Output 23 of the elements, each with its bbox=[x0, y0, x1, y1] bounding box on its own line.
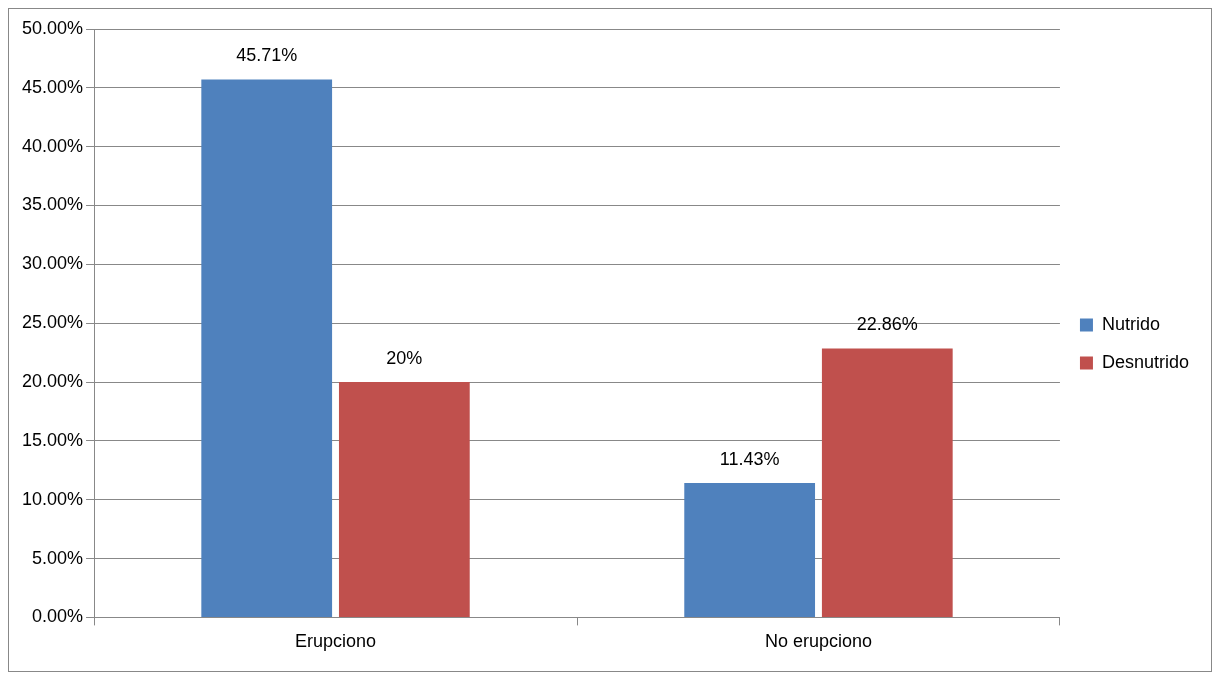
data-label: 22.86% bbox=[856, 314, 918, 335]
bar bbox=[821, 348, 953, 617]
y-tick-label: 45.00% bbox=[21, 76, 84, 97]
data-label: 20% bbox=[386, 348, 423, 369]
bar bbox=[201, 79, 333, 617]
x-tick-label: Erupciono bbox=[294, 631, 377, 652]
y-tick-label: 0.00% bbox=[32, 606, 84, 627]
y-tick-label: 20.00% bbox=[21, 371, 84, 392]
bar bbox=[684, 482, 816, 617]
y-tick-label: 35.00% bbox=[21, 194, 84, 215]
y-tick-label: 25.00% bbox=[21, 312, 84, 333]
y-tick-label: 50.00% bbox=[21, 17, 84, 38]
y-tick-label: 15.00% bbox=[21, 429, 84, 450]
y-tick-label: 40.00% bbox=[21, 135, 84, 156]
data-label: 11.43% bbox=[719, 448, 780, 469]
x-tick-label: No erupciono bbox=[764, 631, 873, 652]
legend-label: Nutrido bbox=[1101, 313, 1160, 334]
y-tick-label: 30.00% bbox=[21, 253, 84, 274]
y-tick-label: 5.00% bbox=[32, 547, 84, 568]
legend-label: Desnutrido bbox=[1101, 351, 1189, 372]
bar bbox=[338, 382, 470, 617]
data-label: 45.71% bbox=[236, 45, 298, 66]
y-tick-label: 10.00% bbox=[21, 488, 84, 509]
